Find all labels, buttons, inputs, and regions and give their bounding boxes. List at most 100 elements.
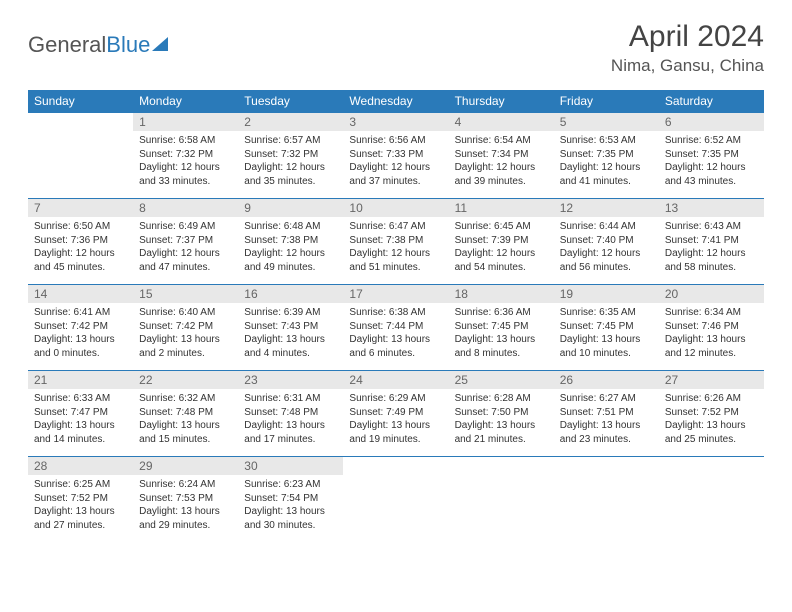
column-header: Monday <box>133 90 238 113</box>
day-number: 30 <box>238 457 343 475</box>
calendar-cell: 29Sunrise: 6:24 AMSunset: 7:53 PMDayligh… <box>133 457 238 543</box>
column-header: Saturday <box>659 90 764 113</box>
day-number: 24 <box>343 371 448 389</box>
day-data: Sunrise: 6:29 AMSunset: 7:49 PMDaylight:… <box>343 389 448 452</box>
day-number: 22 <box>133 371 238 389</box>
day-data: Sunrise: 6:23 AMSunset: 7:54 PMDaylight:… <box>238 475 343 538</box>
calendar-cell: 5Sunrise: 6:53 AMSunset: 7:35 PMDaylight… <box>554 113 659 199</box>
calendar-cell: 22Sunrise: 6:32 AMSunset: 7:48 PMDayligh… <box>133 371 238 457</box>
title-block: April 2024 Nima, Gansu, China <box>611 20 764 76</box>
calendar-cell: 2Sunrise: 6:57 AMSunset: 7:32 PMDaylight… <box>238 113 343 199</box>
day-data: Sunrise: 6:47 AMSunset: 7:38 PMDaylight:… <box>343 217 448 280</box>
triangle-icon <box>152 37 168 51</box>
day-number: 13 <box>659 199 764 217</box>
day-number: 11 <box>449 199 554 217</box>
day-number: 1 <box>133 113 238 131</box>
calendar-cell: 17Sunrise: 6:38 AMSunset: 7:44 PMDayligh… <box>343 285 448 371</box>
calendar-cell: 3Sunrise: 6:56 AMSunset: 7:33 PMDaylight… <box>343 113 448 199</box>
day-data: Sunrise: 6:44 AMSunset: 7:40 PMDaylight:… <box>554 217 659 280</box>
calendar-cell: 21Sunrise: 6:33 AMSunset: 7:47 PMDayligh… <box>28 371 133 457</box>
day-data: Sunrise: 6:50 AMSunset: 7:36 PMDaylight:… <box>28 217 133 280</box>
calendar-row: 28Sunrise: 6:25 AMSunset: 7:52 PMDayligh… <box>28 457 764 543</box>
calendar-cell: 14Sunrise: 6:41 AMSunset: 7:42 PMDayligh… <box>28 285 133 371</box>
column-header: Sunday <box>28 90 133 113</box>
day-number: 2 <box>238 113 343 131</box>
calendar-cell: 9Sunrise: 6:48 AMSunset: 7:38 PMDaylight… <box>238 199 343 285</box>
day-number: 29 <box>133 457 238 475</box>
calendar-cell: 16Sunrise: 6:39 AMSunset: 7:43 PMDayligh… <box>238 285 343 371</box>
day-number: 28 <box>28 457 133 475</box>
column-header: Wednesday <box>343 90 448 113</box>
calendar-cell: 4Sunrise: 6:54 AMSunset: 7:34 PMDaylight… <box>449 113 554 199</box>
day-data: Sunrise: 6:25 AMSunset: 7:52 PMDaylight:… <box>28 475 133 538</box>
day-number: 16 <box>238 285 343 303</box>
day-number: 15 <box>133 285 238 303</box>
day-data: Sunrise: 6:52 AMSunset: 7:35 PMDaylight:… <box>659 131 764 194</box>
day-number: 25 <box>449 371 554 389</box>
logo-word1: General <box>28 32 106 57</box>
day-data: Sunrise: 6:28 AMSunset: 7:50 PMDaylight:… <box>449 389 554 452</box>
day-data: Sunrise: 6:38 AMSunset: 7:44 PMDaylight:… <box>343 303 448 366</box>
calendar-table: SundayMondayTuesdayWednesdayThursdayFrid… <box>28 90 764 543</box>
day-number: 12 <box>554 199 659 217</box>
calendar-cell: 26Sunrise: 6:27 AMSunset: 7:51 PMDayligh… <box>554 371 659 457</box>
day-data: Sunrise: 6:58 AMSunset: 7:32 PMDaylight:… <box>133 131 238 194</box>
calendar-cell <box>659 457 764 543</box>
calendar-cell: 7Sunrise: 6:50 AMSunset: 7:36 PMDaylight… <box>28 199 133 285</box>
calendar-cell <box>28 113 133 199</box>
day-data: Sunrise: 6:49 AMSunset: 7:37 PMDaylight:… <box>133 217 238 280</box>
day-number: 9 <box>238 199 343 217</box>
calendar-cell: 27Sunrise: 6:26 AMSunset: 7:52 PMDayligh… <box>659 371 764 457</box>
day-number: 5 <box>554 113 659 131</box>
day-number: 7 <box>28 199 133 217</box>
day-number: 26 <box>554 371 659 389</box>
logo-word2: Blue <box>106 32 150 57</box>
calendar-cell <box>343 457 448 543</box>
page-title: April 2024 <box>611 20 764 54</box>
calendar-cell: 13Sunrise: 6:43 AMSunset: 7:41 PMDayligh… <box>659 199 764 285</box>
day-data: Sunrise: 6:24 AMSunset: 7:53 PMDaylight:… <box>133 475 238 538</box>
day-data: Sunrise: 6:45 AMSunset: 7:39 PMDaylight:… <box>449 217 554 280</box>
day-data: Sunrise: 6:31 AMSunset: 7:48 PMDaylight:… <box>238 389 343 452</box>
day-data: Sunrise: 6:36 AMSunset: 7:45 PMDaylight:… <box>449 303 554 366</box>
day-data: Sunrise: 6:43 AMSunset: 7:41 PMDaylight:… <box>659 217 764 280</box>
day-data: Sunrise: 6:35 AMSunset: 7:45 PMDaylight:… <box>554 303 659 366</box>
day-data: Sunrise: 6:57 AMSunset: 7:32 PMDaylight:… <box>238 131 343 194</box>
day-data: Sunrise: 6:40 AMSunset: 7:42 PMDaylight:… <box>133 303 238 366</box>
calendar-cell: 11Sunrise: 6:45 AMSunset: 7:39 PMDayligh… <box>449 199 554 285</box>
day-data: Sunrise: 6:48 AMSunset: 7:38 PMDaylight:… <box>238 217 343 280</box>
calendar-head: SundayMondayTuesdayWednesdayThursdayFrid… <box>28 90 764 113</box>
day-data: Sunrise: 6:53 AMSunset: 7:35 PMDaylight:… <box>554 131 659 194</box>
header: GeneralBlue April 2024 Nima, Gansu, Chin… <box>28 20 764 76</box>
day-number: 27 <box>659 371 764 389</box>
calendar-cell: 20Sunrise: 6:34 AMSunset: 7:46 PMDayligh… <box>659 285 764 371</box>
day-number: 10 <box>343 199 448 217</box>
day-data: Sunrise: 6:32 AMSunset: 7:48 PMDaylight:… <box>133 389 238 452</box>
calendar-cell: 18Sunrise: 6:36 AMSunset: 7:45 PMDayligh… <box>449 285 554 371</box>
calendar-cell: 10Sunrise: 6:47 AMSunset: 7:38 PMDayligh… <box>343 199 448 285</box>
calendar-cell: 23Sunrise: 6:31 AMSunset: 7:48 PMDayligh… <box>238 371 343 457</box>
calendar-cell: 24Sunrise: 6:29 AMSunset: 7:49 PMDayligh… <box>343 371 448 457</box>
calendar-cell: 12Sunrise: 6:44 AMSunset: 7:40 PMDayligh… <box>554 199 659 285</box>
day-number: 6 <box>659 113 764 131</box>
calendar-cell: 15Sunrise: 6:40 AMSunset: 7:42 PMDayligh… <box>133 285 238 371</box>
calendar-row: 21Sunrise: 6:33 AMSunset: 7:47 PMDayligh… <box>28 371 764 457</box>
calendar-cell: 30Sunrise: 6:23 AMSunset: 7:54 PMDayligh… <box>238 457 343 543</box>
column-header: Friday <box>554 90 659 113</box>
day-number: 8 <box>133 199 238 217</box>
day-data: Sunrise: 6:41 AMSunset: 7:42 PMDaylight:… <box>28 303 133 366</box>
location-label: Nima, Gansu, China <box>611 56 764 76</box>
calendar-cell <box>449 457 554 543</box>
day-number: 19 <box>554 285 659 303</box>
calendar-cell: 8Sunrise: 6:49 AMSunset: 7:37 PMDaylight… <box>133 199 238 285</box>
day-data: Sunrise: 6:26 AMSunset: 7:52 PMDaylight:… <box>659 389 764 452</box>
day-number: 18 <box>449 285 554 303</box>
column-header: Thursday <box>449 90 554 113</box>
day-number: 20 <box>659 285 764 303</box>
calendar-body: 1Sunrise: 6:58 AMSunset: 7:32 PMDaylight… <box>28 113 764 543</box>
day-data: Sunrise: 6:39 AMSunset: 7:43 PMDaylight:… <box>238 303 343 366</box>
day-data: Sunrise: 6:34 AMSunset: 7:46 PMDaylight:… <box>659 303 764 366</box>
calendar-cell <box>554 457 659 543</box>
calendar-row: 7Sunrise: 6:50 AMSunset: 7:36 PMDaylight… <box>28 199 764 285</box>
calendar-cell: 19Sunrise: 6:35 AMSunset: 7:45 PMDayligh… <box>554 285 659 371</box>
